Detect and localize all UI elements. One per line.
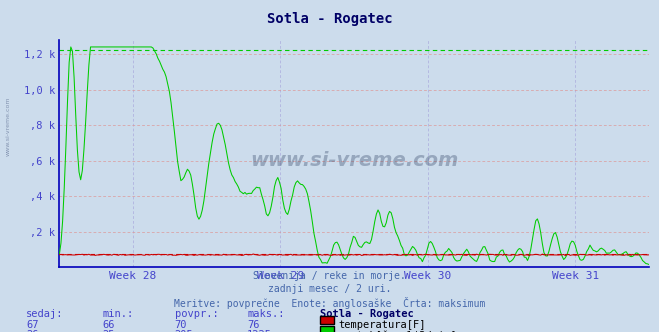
Text: zadnji mesec / 2 uri.: zadnji mesec / 2 uri. [268, 284, 391, 294]
Text: Meritve: povprečne  Enote: anglosaške  Črta: maksimum: Meritve: povprečne Enote: anglosaške Črt… [174, 297, 485, 309]
Text: 25: 25 [102, 330, 115, 332]
Text: www.si-vreme.com: www.si-vreme.com [250, 151, 459, 170]
Text: Slovenija / reke in morje.: Slovenija / reke in morje. [253, 271, 406, 281]
Text: 67: 67 [26, 320, 39, 330]
Text: min.:: min.: [102, 309, 133, 319]
Text: 70: 70 [175, 320, 187, 330]
Text: povpr.:: povpr.: [175, 309, 218, 319]
Text: 1225: 1225 [247, 330, 272, 332]
Text: Sotla - Rogatec: Sotla - Rogatec [267, 12, 392, 26]
Text: Sotla - Rogatec: Sotla - Rogatec [320, 309, 413, 319]
Text: maks.:: maks.: [247, 309, 285, 319]
Text: pretok[čevelj3/min]: pretok[čevelj3/min] [338, 330, 457, 332]
Text: sedaj:: sedaj: [26, 309, 64, 319]
Text: 26: 26 [26, 330, 39, 332]
Text: temperatura[F]: temperatura[F] [338, 320, 426, 330]
Text: 66: 66 [102, 320, 115, 330]
Text: www.si-vreme.com: www.si-vreme.com [5, 96, 11, 156]
Text: 76: 76 [247, 320, 260, 330]
Text: 205: 205 [175, 330, 193, 332]
